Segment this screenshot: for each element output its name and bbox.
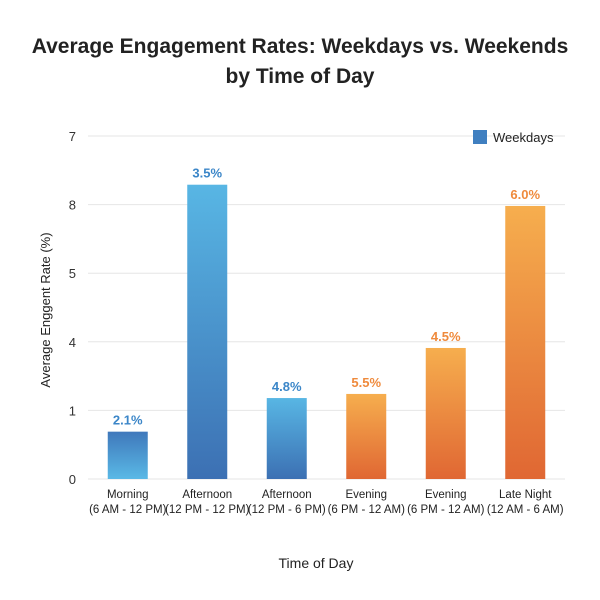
y-axis-label: Average Enggent Rate (%) (38, 232, 53, 387)
x-tick-label: Evening (345, 489, 387, 501)
data-label: 6.0% (510, 187, 540, 202)
x-tick-sublabel: (6 AM - 12 PM) (89, 504, 166, 516)
legend-label: Weekdays (493, 130, 554, 145)
data-label: 4.8% (272, 379, 302, 394)
bar (107, 431, 148, 479)
title-line-1: Average Engagement Rates: Weekdays vs. W… (31, 35, 569, 58)
data-label: 5.5% (351, 375, 381, 390)
title-line-2: by Time of Day (225, 65, 375, 88)
y-tick-label: 8 (69, 198, 76, 213)
data-label: 3.5% (192, 166, 222, 181)
y-tick-label: 4 (69, 335, 76, 350)
x-tick-label: Morning (107, 489, 149, 501)
bar (266, 398, 307, 479)
y-tick-label: 1 (69, 403, 76, 418)
bar (346, 393, 387, 479)
x-tick-label: Afternoon (182, 489, 232, 501)
chart-title: Average Engagement Rates: Weekdays vs. W… (0, 32, 600, 92)
x-tick-sublabel: (12 AM - 6 AM) (487, 504, 564, 516)
bar (505, 205, 546, 480)
x-tick-sublabel: (6 PM - 12 AM) (328, 504, 405, 516)
y-tick-label: 5 (69, 266, 76, 281)
x-tick-sublabel: (6 PM - 12 AM) (407, 504, 484, 516)
x-tick-sublabel: (12 PM - 12 PM) (165, 504, 250, 516)
legend-swatch (473, 130, 487, 144)
x-axis-label: Time of Day (279, 555, 354, 571)
y-tick-label: 0 (69, 472, 76, 487)
x-tick-label: Afternoon (262, 489, 312, 501)
bar (187, 184, 228, 479)
x-tick-sublabel: (12 PM - 6 PM) (248, 504, 326, 516)
x-tick-label: Evening (425, 489, 467, 501)
bar (425, 347, 466, 479)
data-label: 4.5% (431, 329, 461, 344)
data-label: 2.1% (113, 413, 143, 428)
x-tick-label: Late Night (499, 489, 552, 501)
y-tick-label: 7 (69, 129, 76, 144)
